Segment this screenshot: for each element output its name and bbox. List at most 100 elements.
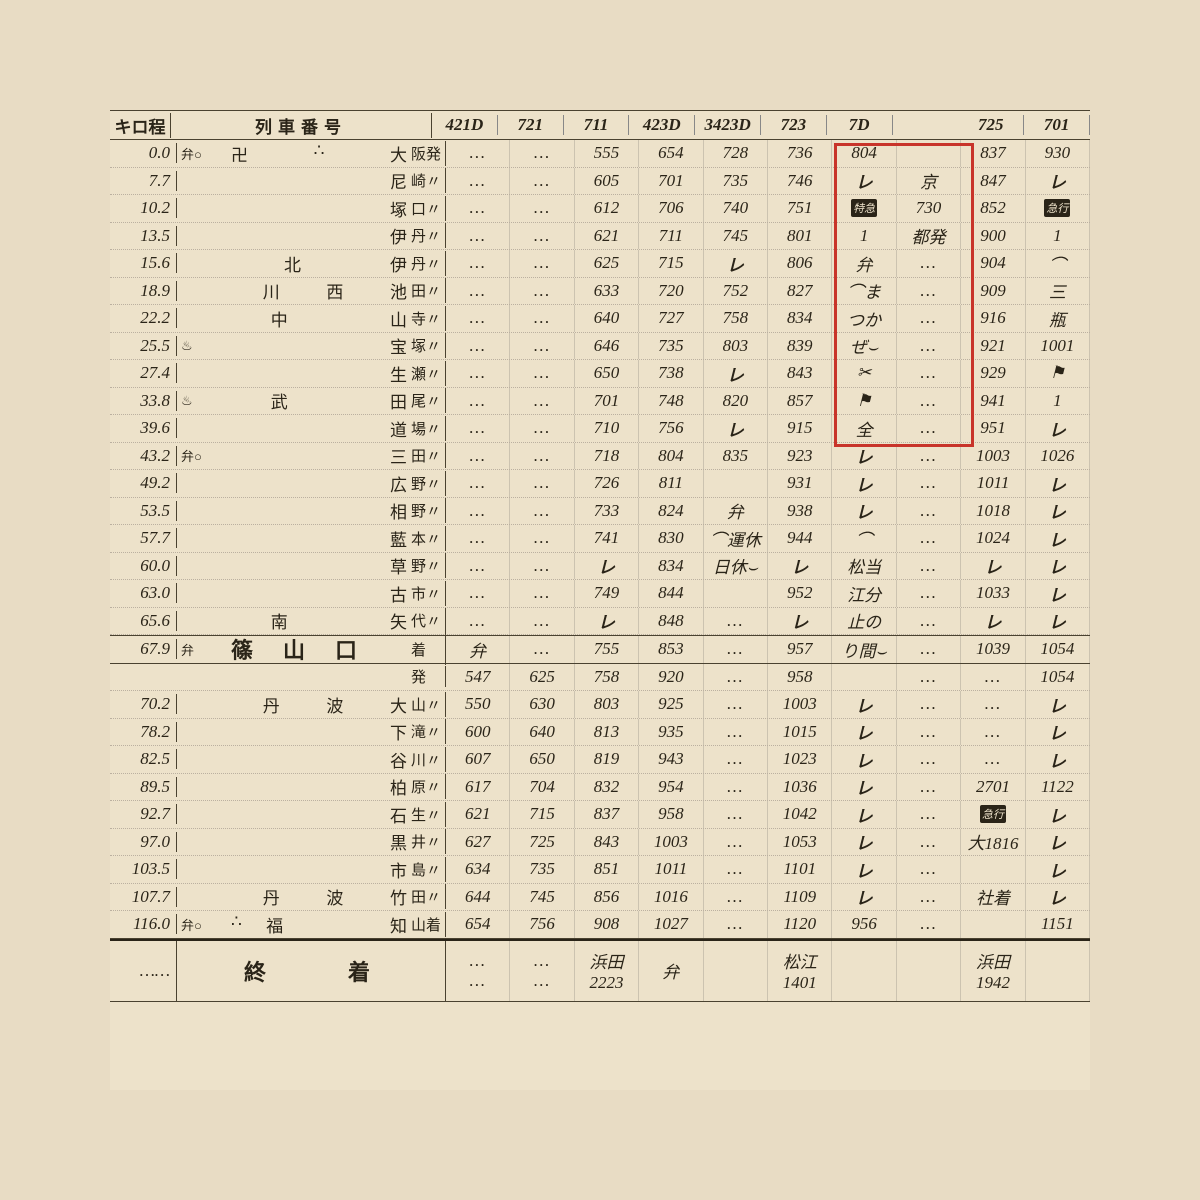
time-cell: … (510, 443, 574, 470)
time-cell: レ (1026, 470, 1090, 497)
station-icons: 弁○ (181, 144, 231, 163)
km-cell: 0.0 (110, 143, 177, 163)
rows2-container: 70.2 丹 波 大山〃550630803925…1003レ……レ78.2 下滝… (110, 691, 1090, 939)
time-cell: … (897, 856, 961, 883)
time-cell: レ (832, 829, 896, 856)
station-cell: 丹 波 竹田〃 (177, 884, 446, 909)
station-suffix: 寺〃 (411, 308, 441, 329)
station-cell: ♨ 武 田尾〃 (177, 388, 446, 413)
time-cell: 大1816 (961, 829, 1025, 856)
time-cell: 654 (639, 140, 703, 167)
station-name: 広 (231, 471, 411, 496)
time-cell: レ (832, 168, 896, 195)
station-cell: 相野〃 (177, 498, 446, 523)
time-cell: レ (1026, 746, 1090, 773)
station-name: 石 (231, 802, 411, 827)
station-cell: 道場〃 (177, 416, 446, 441)
time-cell: 904 (961, 250, 1025, 277)
time-cell: … (446, 278, 510, 305)
station-row: 18.9 川 西 池田〃……633720752827⌒ま…909三 (110, 278, 1090, 306)
station-name: 宝 (231, 333, 411, 358)
time-cell: … (510, 140, 574, 167)
station-suffix: 川〃 (411, 749, 441, 770)
time-cell: … (446, 168, 510, 195)
station-cell: 石生〃 (177, 802, 446, 827)
time-cell: 701 (639, 168, 703, 195)
time-cell: レ (832, 884, 896, 911)
station-row: 116.0弁○∴福 知山着6547569081027…1120956…1151 (110, 911, 1090, 939)
station-row: 57.7 藍本〃……741830⌒運休944⌒…1024レ (110, 525, 1090, 553)
time-cell: … (446, 525, 510, 552)
time-cell: … (704, 829, 768, 856)
time-cell: 1003 (768, 691, 832, 718)
time-cell: … (897, 801, 961, 828)
time-cell: … (510, 553, 574, 580)
time-cell: 634 (446, 856, 510, 883)
train-col-9: 701 (1024, 115, 1090, 135)
time-cell: 925 (639, 691, 703, 718)
time-cell: … (510, 278, 574, 305)
time-cell: … (510, 333, 574, 360)
station-cell: ♨ 宝塚〃 (177, 333, 446, 358)
time-cell: 607 (446, 746, 510, 773)
time-cell: 瓶 (1026, 305, 1090, 332)
time-cell: レ (832, 498, 896, 525)
time-cell: 834 (768, 305, 832, 332)
time-cell: … (446, 195, 510, 222)
km-cell: 92.7 (110, 804, 177, 824)
station-cell: 南 矢代〃 (177, 608, 446, 633)
time-cell: ⌒ (1026, 250, 1090, 277)
km-cell: 25.5 (110, 336, 177, 356)
station-row: 39.6 道場〃……710756レ915全…951レ (110, 415, 1090, 443)
time-cell: レ (704, 250, 768, 277)
station-row: 49.2 広野〃……726811931レ…1011レ (110, 470, 1090, 498)
station-cell: 谷川〃 (177, 747, 446, 772)
time-cell: 943 (639, 746, 703, 773)
time-cell: 640 (575, 305, 639, 332)
time-cell: 1023 (768, 746, 832, 773)
time-cell: … (510, 223, 574, 250)
time-cell: レ (1026, 580, 1090, 607)
time-cell: 852 (961, 195, 1025, 222)
time-cell: レ (832, 774, 896, 801)
time-cell: 748 (639, 388, 703, 415)
footer-cell: 浜田1942 (961, 941, 1025, 1001)
station-suffix: 田〃 (411, 886, 441, 907)
time-cell: 633 (575, 278, 639, 305)
station-row: 33.8♨ 武 田尾〃……701748820857⚑…9411 (110, 388, 1090, 416)
time-cell: 三 (1026, 278, 1090, 305)
time-cell: 755 (575, 636, 639, 663)
station-row: 0.0弁○卍∴大阪発……555654728736804837930 (110, 140, 1090, 168)
time-cell: … (446, 608, 510, 635)
station-suffix: 野〃 (411, 473, 441, 494)
time-cell: … (510, 250, 574, 277)
station-name: 尼 (231, 168, 411, 193)
station-row: 43.2弁○ 三田〃……718804835923レ…10031026 (110, 443, 1090, 471)
time-cell: … (446, 498, 510, 525)
station-row: 103.5 市島〃6347358511011…1101レ…レ (110, 856, 1090, 884)
station-icons: 弁○ (181, 915, 231, 934)
time-cell: 急行 (961, 801, 1025, 828)
time-cell: 834 (639, 553, 703, 580)
station-cell: 伊丹〃 (177, 223, 446, 248)
junction-name: 篠 山 口 (231, 633, 411, 665)
time-cell: … (510, 168, 574, 195)
station-suffix: 場〃 (411, 418, 441, 439)
time-cell: … (704, 608, 768, 635)
time-cell: 958 (639, 801, 703, 828)
time-cell: 803 (704, 333, 768, 360)
junction-suffix1: 着 (411, 639, 441, 660)
station-icons: ♨ (181, 393, 231, 409)
time-cell: ⌒ま (832, 278, 896, 305)
timetable-container: キロ程 列車番号 421D 721 711 423D 3423D 723 7D … (110, 110, 1090, 1090)
time-cell: 1001 (1026, 333, 1090, 360)
time-cell: 600 (446, 719, 510, 746)
time-cell: 630 (510, 691, 574, 718)
time-cell: レ (832, 746, 896, 773)
time-cell: … (897, 829, 961, 856)
time-cell: … (897, 911, 961, 938)
time-cell: … (704, 911, 768, 938)
time-cell: 720 (639, 278, 703, 305)
time-cell: … (897, 746, 961, 773)
time-cell: 843 (575, 829, 639, 856)
